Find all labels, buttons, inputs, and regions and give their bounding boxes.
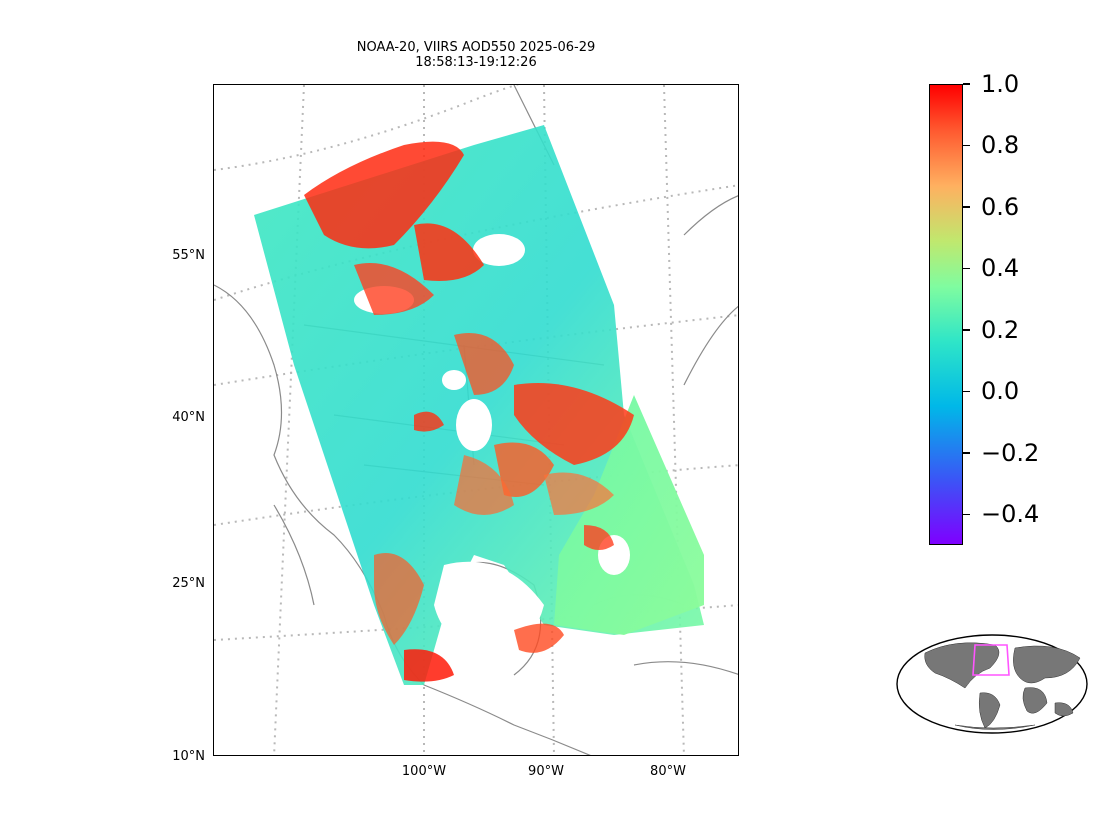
colorbar-tick [963,144,970,147]
lon-label-90w: 90°W [528,764,564,779]
colorbar-tick-label: −0.4 [981,500,1040,529]
high-aod-patches [304,141,634,682]
lat-label-10n: 10°N [172,749,205,764]
title-line-2: 18:58:13-19:12:26 [415,55,537,70]
colorbar-tick [963,452,970,454]
colorbar-tick-label: 0.2 [981,315,1020,344]
colorbar-tick [963,513,970,516]
colorbar-tick-label: 0.6 [981,192,1020,221]
colorbar-tick-label: 0.4 [981,254,1020,283]
globe-land [924,642,1081,730]
inset-globe [896,634,1088,734]
lon-label-100w: 100°W [401,764,447,779]
title-line-1: NOAA-20, VIIRS AOD550 2025-06-29 [356,40,596,55]
lon-label-80w: 80°W [650,764,686,779]
colorbar-tick-label: 0.0 [981,377,1020,406]
map-canvas [214,85,738,755]
lat-label-40n: 40°N [172,410,205,425]
colorbar-tick-label: −0.2 [981,438,1040,467]
colorbar-tick [963,83,970,85]
colorbar-tick [963,390,970,393]
lat-label-25n: 25°N [172,576,205,591]
colorbar-tick [963,267,970,270]
colorbar-tick-label: 1.0 [981,70,1020,98]
swath-footprint-box [972,644,1010,676]
colorbar [929,84,963,545]
colorbar-tick [963,206,970,208]
aod-swath-east [554,395,704,635]
lat-label-55n: 55°N [172,248,205,263]
colorbar-tick [963,329,970,331]
map-panel[interactable] [213,84,739,756]
colorbar-tick-label: 0.8 [981,131,1020,160]
map-title: NOAA-20, VIIRS AOD550 2025-06-29 18:58:1… [213,40,739,70]
